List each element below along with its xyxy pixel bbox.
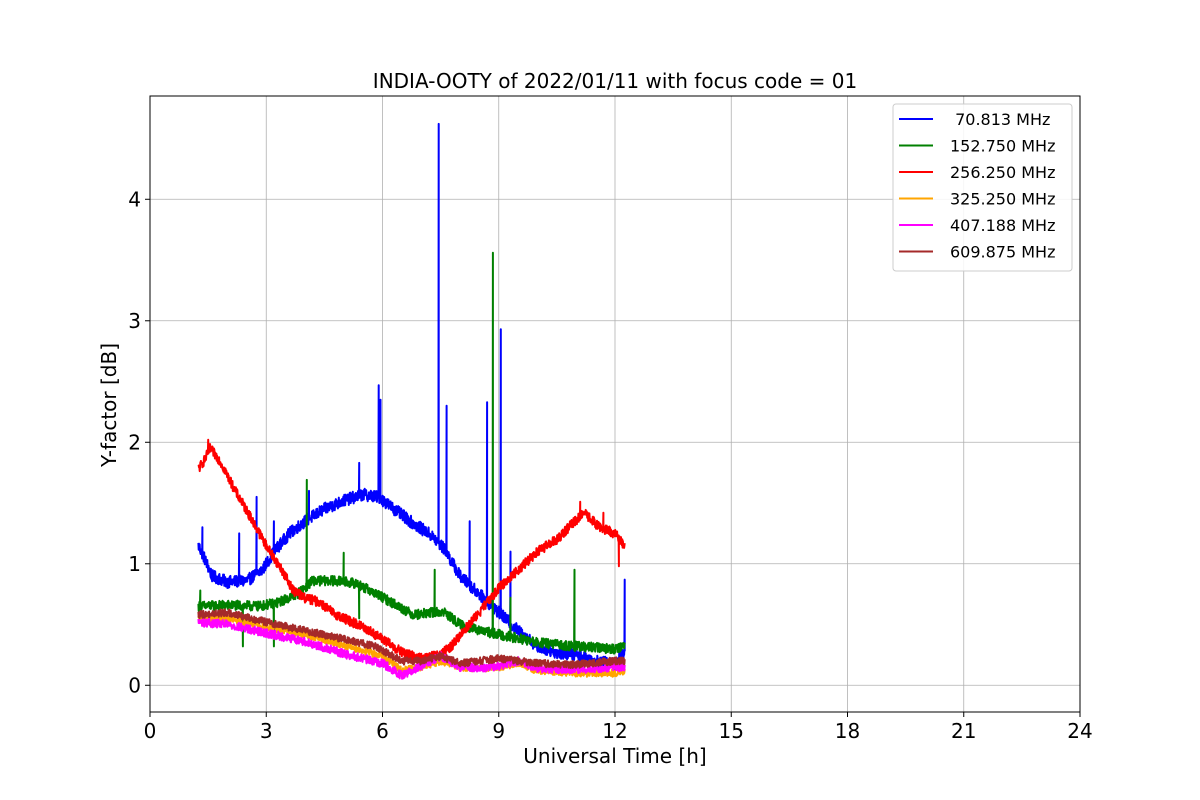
x-tick-label: 9 [492,719,505,743]
legend-label: 325.250 MHz [950,190,1055,209]
legend-label: 609.875 MHz [950,243,1055,262]
series-line [197,438,626,664]
y-tick-label: 3 [128,309,141,333]
x-tick-label: 21 [951,719,976,743]
series-layer [197,122,626,680]
x-tick-label: 18 [835,719,860,743]
y-tick-label: 1 [128,552,141,576]
x-tick-label: 3 [260,719,273,743]
y-tick-label: 2 [128,430,141,454]
y-tick-label: 0 [128,673,141,697]
legend-label: 407.188 MHz [950,216,1055,235]
series-line [197,613,626,678]
x-tick-label: 12 [602,719,627,743]
y-axis-label: Y-factor [dB] [97,343,121,468]
legend-label: 70.813 MHz [950,110,1050,129]
series-line [197,608,626,669]
legend-box [892,103,1073,272]
y-tick-label: 4 [128,187,141,211]
legend-label: 152.750 MHz [950,137,1055,156]
x-axis-label: Universal Time [h] [523,744,706,768]
series-line [197,251,626,655]
x-tick-label: 24 [1067,719,1092,743]
series-line [197,122,626,672]
x-tick-label: 15 [719,719,744,743]
legend-label: 256.250 MHz [950,163,1055,182]
legend: 70.813 MHz 152.750 MHz 256.250 MHz 325.250 … [892,103,1073,272]
chart-title: INDIA-OOTY of 2022/01/11 with focus code… [373,69,857,93]
x-tick-label: 0 [144,719,157,743]
x-tick-label: 6 [376,719,389,743]
